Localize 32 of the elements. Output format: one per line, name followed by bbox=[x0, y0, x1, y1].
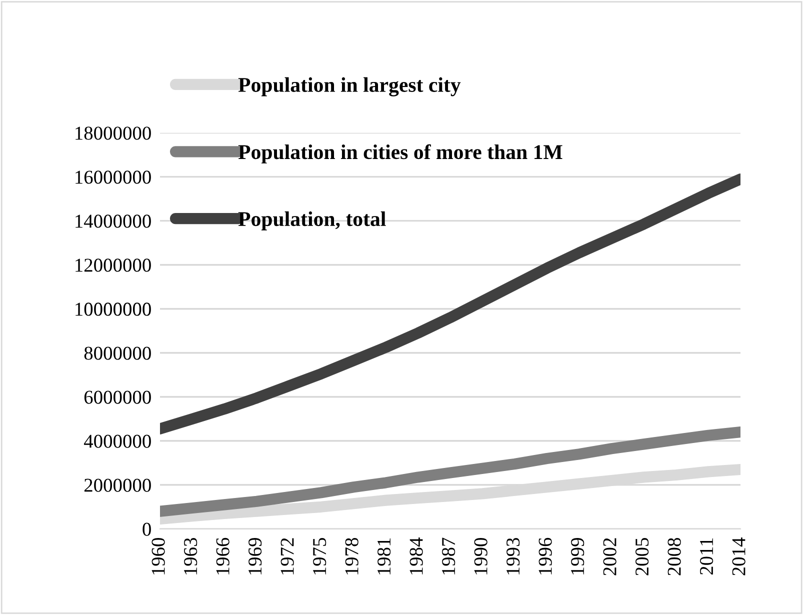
x-tick-label: 1978 bbox=[345, 538, 358, 574]
y-tick-label: 14000000 bbox=[76, 214, 151, 228]
x-tick-label: 1984 bbox=[410, 538, 423, 574]
y-tick-label: 12000000 bbox=[76, 258, 151, 272]
x-tick-label: 1975 bbox=[313, 538, 326, 574]
x-tick-label: 1987 bbox=[442, 538, 456, 574]
legend-label: Population in cities of more than 1M bbox=[238, 144, 562, 164]
x-tick-label: 2011 bbox=[700, 538, 714, 575]
legend-label: Population, total bbox=[238, 211, 386, 230]
y-tick-label: 2000000 bbox=[84, 478, 151, 492]
y-tick-label: 16000000 bbox=[76, 170, 151, 184]
x-tick-label: 1999 bbox=[571, 538, 584, 574]
x-tick-label: 2005 bbox=[635, 538, 649, 576]
x-tick-label: 1993 bbox=[506, 538, 520, 574]
y-tick-label: 18000000 bbox=[76, 126, 151, 140]
legend-label: Population in largest city bbox=[238, 77, 461, 96]
y-tick-label: 8000000 bbox=[84, 346, 151, 360]
x-tick-label: 1990 bbox=[474, 538, 488, 574]
x-tick-label: 1969 bbox=[248, 538, 262, 574]
x-tick-label: 1963 bbox=[184, 538, 198, 574]
x-tick-label: 1960 bbox=[152, 538, 165, 574]
x-tick-label: 1966 bbox=[216, 538, 230, 574]
x-tick-label: 2014 bbox=[732, 538, 746, 576]
y-tick-label: 6000000 bbox=[84, 390, 151, 404]
x-tick-label: 1981 bbox=[377, 538, 391, 574]
x-tick-label: 1972 bbox=[280, 538, 294, 574]
x-tick-label: 2002 bbox=[603, 538, 616, 576]
x-tick-label: 2008 bbox=[668, 538, 681, 576]
x-tick-label: 1996 bbox=[538, 538, 552, 574]
y-tick-label: 10000000 bbox=[76, 302, 151, 316]
y-tick-label: 4000000 bbox=[84, 434, 151, 448]
y-tick-label: 0 bbox=[142, 522, 151, 536]
